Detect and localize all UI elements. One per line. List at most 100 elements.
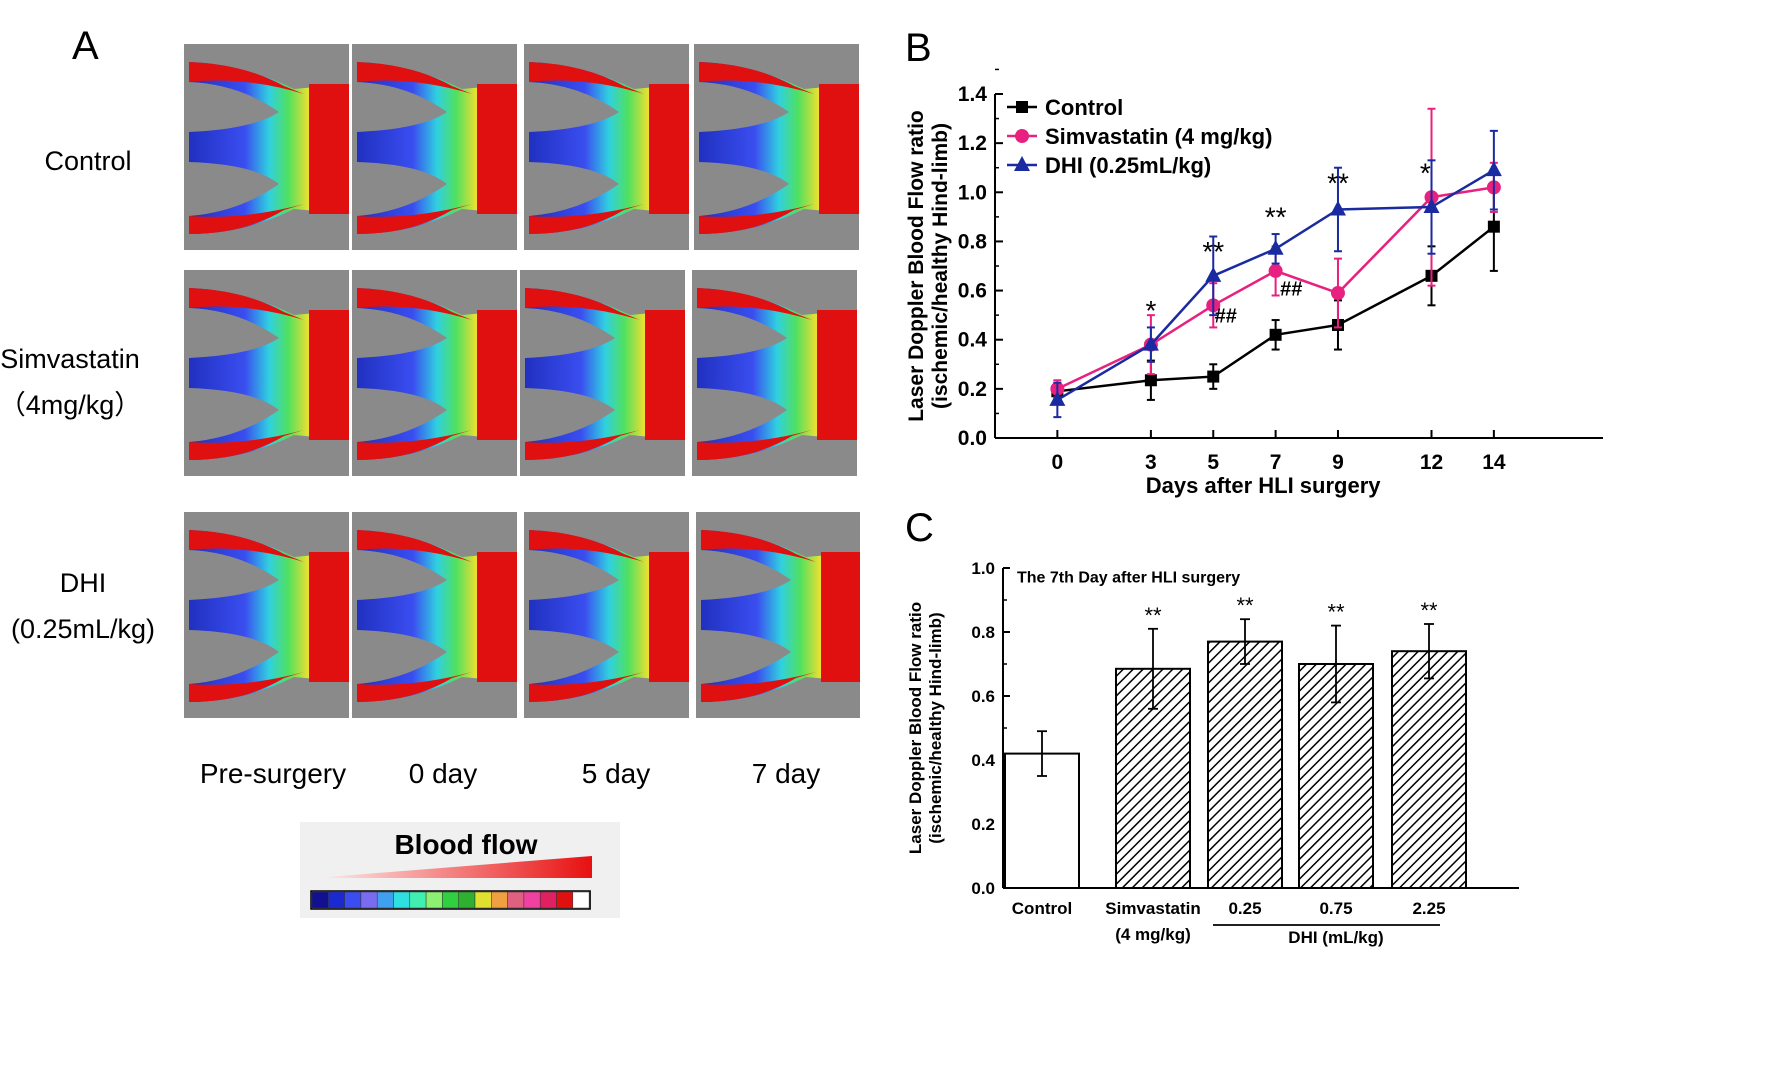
bar-4 bbox=[1391, 650, 1467, 889]
colorbar-swatch bbox=[425, 891, 443, 909]
y-tick-label: 0.6 bbox=[971, 687, 995, 706]
colorbar-swatch bbox=[311, 891, 329, 909]
blood-flow-wedge bbox=[314, 856, 592, 878]
col-label-0-day: 0 day bbox=[408, 758, 478, 789]
colorbar-swatch bbox=[491, 891, 508, 909]
colorbar-swatch bbox=[539, 891, 557, 909]
y-tick-label: 0.0 bbox=[958, 427, 987, 450]
legend-label: Control bbox=[1045, 95, 1123, 120]
colorbar-swatch bbox=[442, 891, 459, 909]
y-tick-label: 1.0 bbox=[971, 559, 995, 578]
legend-marker bbox=[1015, 129, 1029, 143]
significance-annotation: ** bbox=[1265, 202, 1287, 233]
x-tick-label: 2.25 bbox=[1412, 899, 1445, 918]
colorbar-swatch bbox=[328, 891, 345, 909]
row-label-dhi: DHI (0.25mL/kg) bbox=[0, 560, 188, 652]
colorbar-swatch bbox=[572, 891, 590, 909]
legend-label: Simvastatin (4 mg/kg) bbox=[1045, 124, 1272, 149]
colorbar-swatch bbox=[523, 891, 541, 909]
x-tick-label: Simvastatin bbox=[1105, 899, 1200, 918]
y-tick-label: 0.4 bbox=[971, 751, 995, 770]
significance-annotation: ** bbox=[1202, 236, 1224, 267]
y-tick-label: 0.0 bbox=[971, 879, 995, 898]
colorbar-frame bbox=[310, 890, 591, 910]
doppler-image-grid bbox=[184, 44, 860, 718]
colorbar-swatch bbox=[474, 891, 492, 909]
data-point bbox=[1144, 374, 1157, 387]
doppler-dhi-7day bbox=[696, 512, 860, 718]
data-point bbox=[1485, 161, 1502, 177]
colorbar-swatch bbox=[344, 891, 362, 909]
doppler-dhi-5day bbox=[524, 512, 689, 718]
y-tick-label: 0.8 bbox=[958, 230, 988, 253]
y-tick-label: 0.8 bbox=[971, 623, 995, 642]
colorbar-swatch bbox=[507, 891, 525, 909]
data-point bbox=[1205, 266, 1222, 282]
colorbar-swatch bbox=[393, 891, 411, 909]
colorbar-swatch bbox=[376, 891, 394, 909]
significance-annotation: ## bbox=[1215, 306, 1237, 328]
chart-title: The 7th Day after HLI surgery bbox=[1017, 569, 1240, 586]
data-point bbox=[1142, 335, 1159, 351]
y-tick-label: 0.4 bbox=[958, 329, 988, 352]
data-point bbox=[1268, 263, 1283, 278]
significance-annotation: ** bbox=[1327, 167, 1349, 198]
x-axis-label: Days after HLI surgery bbox=[1146, 473, 1382, 498]
data-point bbox=[1423, 198, 1440, 214]
y-tick-label: 0.2 bbox=[971, 815, 995, 834]
panel-b-letter: B bbox=[905, 26, 932, 70]
row-label-control: Control bbox=[0, 138, 193, 184]
data-point bbox=[1049, 390, 1066, 406]
doppler-dhi-0day bbox=[352, 512, 517, 718]
data-point bbox=[1267, 239, 1284, 255]
row-label-simvastatin-line2: （4mg/kg） bbox=[0, 390, 142, 420]
doppler-control-5day bbox=[524, 44, 689, 250]
blood-flow-colorbar: Blood flow bbox=[300, 822, 620, 918]
y-axis-label-line2: (ischemic/healthy Hind-limb) bbox=[929, 123, 952, 409]
x-tick-label: 5 bbox=[1207, 451, 1219, 474]
y-axis-label-line1: Laser Doppler Blood Flow ratio bbox=[906, 602, 925, 854]
data-point bbox=[1330, 286, 1345, 301]
colorbar-swatch bbox=[458, 891, 476, 909]
x-tick-label: 14 bbox=[1482, 451, 1506, 474]
significance-mark: ** bbox=[1420, 598, 1438, 623]
doppler-simvastatin-7day bbox=[692, 270, 857, 476]
col-label-5-day: 5 day bbox=[581, 758, 651, 789]
data-point bbox=[1269, 328, 1282, 341]
colorbar-title: Blood flow bbox=[394, 829, 537, 860]
panel-a-letter: A bbox=[72, 24, 99, 68]
data-point bbox=[1207, 370, 1220, 383]
doppler-simvastatin-0day bbox=[352, 270, 517, 476]
y-tick-label: 1.4 bbox=[958, 83, 988, 106]
x-tick-label: 0.25 bbox=[1228, 899, 1261, 918]
row-label-dhi-line2: (0.25mL/kg) bbox=[10, 614, 156, 644]
col-label-7-day: 7 day bbox=[751, 758, 821, 789]
x-tick-label: Control bbox=[1012, 899, 1072, 918]
significance-mark: ** bbox=[1144, 603, 1162, 628]
x-tick-label: 7 bbox=[1270, 451, 1282, 474]
data-point bbox=[1329, 200, 1346, 216]
x-tick-label: 0 bbox=[1052, 451, 1064, 474]
doppler-simvastatin-5day bbox=[520, 270, 685, 476]
y-tick-label: 0.6 bbox=[958, 280, 987, 303]
x-tick-label: 12 bbox=[1420, 451, 1443, 474]
colorbar-swatch bbox=[360, 891, 378, 909]
doppler-dhi-pre bbox=[184, 512, 349, 718]
row-label-dhi-line1: DHI bbox=[59, 568, 107, 598]
doppler-control-7day bbox=[694, 44, 859, 250]
row-label-simvastatin: Simvastatin （4mg/kg） bbox=[0, 336, 175, 428]
y-axis-label-line1: Laser Doppler Blood Flow ratio bbox=[905, 110, 928, 422]
significance-annotation: * bbox=[1420, 157, 1431, 188]
colorbar-swatch bbox=[409, 891, 427, 909]
legend-label: DHI (0.25mL/kg) bbox=[1045, 153, 1211, 178]
x-tick-label: 3 bbox=[1145, 451, 1157, 474]
legend-marker bbox=[1016, 101, 1028, 113]
row-label-simvastatin-line1: Simvastatin bbox=[0, 344, 140, 374]
significance-mark: ** bbox=[1236, 593, 1254, 618]
bar-2 bbox=[1207, 640, 1283, 889]
bar-chart-c: 0.0 0.2 0.4 0.6 0.8 1.0 Laser Doppler Blood Fl… bbox=[906, 559, 1519, 947]
y-axis-label-line2: (ischemic/healthy Hind-limb) bbox=[926, 612, 945, 843]
dhi-group-label: DHI (mL/kg) bbox=[1288, 928, 1383, 947]
panel-c-letter: C bbox=[905, 506, 934, 550]
data-point bbox=[1487, 220, 1500, 233]
